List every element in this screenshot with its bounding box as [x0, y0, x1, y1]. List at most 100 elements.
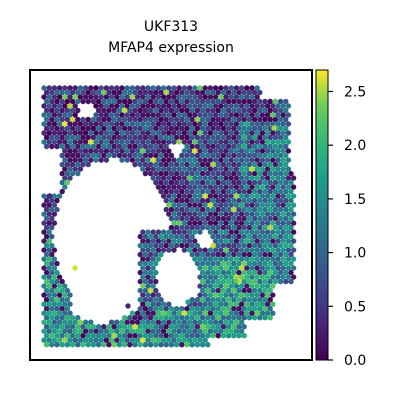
expression-spot [238, 274, 245, 280]
expression-spot [241, 224, 247, 231]
expression-spot [189, 215, 195, 222]
expression-spot [225, 251, 232, 258]
expression-spot [215, 107, 221, 114]
expression-spot [212, 148, 219, 154]
expression-spot [98, 157, 104, 163]
expression-spot [41, 139, 47, 145]
expression-spot [215, 251, 221, 258]
expression-spot [75, 116, 81, 123]
expression-spot [82, 319, 89, 325]
expression-spot [142, 342, 149, 348]
expression-spot [280, 166, 286, 172]
expression-spot [231, 116, 237, 123]
expression-spot [101, 125, 107, 132]
expression-spot [142, 278, 149, 285]
expression-spot [192, 220, 198, 226]
expression-spot [254, 85, 260, 91]
expression-spot [249, 202, 255, 208]
expression-spot [262, 242, 268, 249]
expression-spot [290, 229, 297, 235]
expression-spot [80, 152, 86, 159]
expression-spot [67, 112, 73, 118]
expression-spot [67, 292, 73, 298]
expression-spot [95, 107, 102, 114]
expression-spot [231, 197, 237, 204]
expression-spot [270, 202, 276, 208]
expression-spot [95, 152, 102, 159]
expression-spot [218, 310, 224, 316]
expression-spot [254, 112, 260, 118]
expression-spot [140, 148, 146, 154]
expression-spot [189, 197, 195, 204]
expression-spot [207, 292, 214, 298]
expression-spot [288, 224, 294, 231]
expression-spot [62, 139, 68, 145]
expression-spot [283, 260, 289, 267]
expression-spot [137, 89, 143, 96]
expression-spot [254, 121, 260, 127]
expression-spot [272, 188, 279, 195]
expression-spot [238, 139, 245, 145]
expression-spot [244, 157, 250, 163]
expression-spot [179, 179, 185, 186]
expression-spot [106, 342, 112, 348]
expression-spot [241, 116, 247, 123]
expression-spot [179, 152, 185, 159]
expression-spot [119, 85, 125, 91]
expression-spot [134, 85, 141, 91]
expression-spot [160, 103, 167, 109]
expression-spot [264, 256, 271, 262]
expression-spot [210, 242, 216, 249]
expression-spot [166, 310, 172, 316]
expression-spot [233, 211, 240, 217]
expression-spot [163, 143, 169, 150]
expression-spot [132, 333, 138, 339]
expression-spot [197, 121, 203, 127]
expression-spot [244, 130, 250, 136]
expression-spot [101, 98, 107, 105]
expression-spot [210, 98, 216, 105]
expression-spot [212, 166, 219, 172]
expression-spot [246, 224, 253, 231]
expression-spot [173, 116, 180, 123]
expression-spot [134, 103, 141, 109]
expression-spot [85, 143, 91, 150]
expression-spot [129, 85, 136, 91]
expression-spot [121, 116, 128, 123]
expression-spot [95, 333, 102, 339]
expression-spot [228, 310, 234, 316]
expression-spot [194, 179, 201, 186]
expression-spot [272, 260, 279, 267]
expression-spot [137, 269, 143, 276]
expression-spot [142, 170, 149, 177]
expression-spot [228, 166, 234, 172]
expression-spot [171, 103, 177, 109]
expression-spot [153, 107, 159, 114]
expression-spot [184, 233, 190, 240]
expression-spot [51, 310, 58, 316]
expression-spot [147, 333, 154, 339]
expression-spot [163, 188, 169, 195]
expression-spot [163, 98, 169, 105]
expression-spot [67, 310, 73, 316]
expression-spot [147, 161, 154, 168]
expression-spot [259, 175, 266, 181]
expression-spot [111, 333, 117, 339]
expression-spot [223, 328, 229, 334]
expression-spot [168, 342, 175, 348]
expression-spot [142, 287, 149, 294]
expression-spot [285, 130, 292, 136]
expression-spot [142, 125, 149, 132]
expression-spot [290, 202, 297, 208]
expression-spot [43, 287, 50, 294]
expression-spot [251, 170, 258, 177]
expression-spot [288, 269, 294, 276]
expression-spot [132, 152, 138, 159]
expression-spot [231, 224, 237, 231]
expression-spot [54, 278, 60, 285]
expression-spot [119, 319, 125, 325]
expression-spot [277, 161, 284, 168]
expression-spot [98, 139, 104, 145]
expression-spot [275, 148, 281, 154]
expression-spot [275, 247, 281, 253]
